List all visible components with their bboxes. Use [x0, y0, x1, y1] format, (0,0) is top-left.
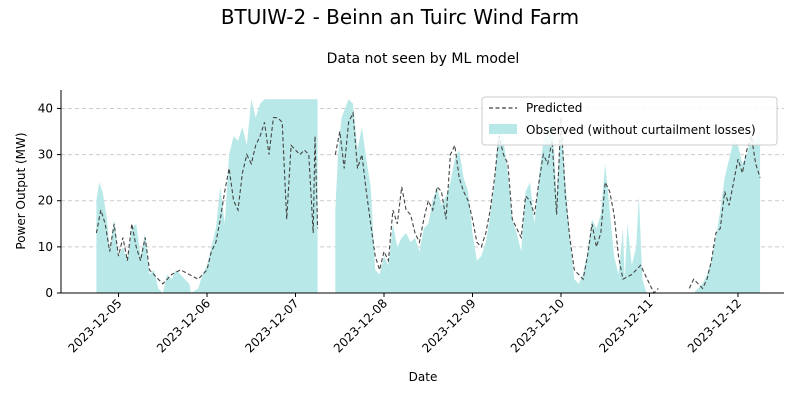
x-tick-label: 2023-12-09 — [419, 296, 478, 355]
x-tick-label: 2023-12-11 — [596, 296, 655, 355]
observed-area-layer — [96, 99, 761, 293]
x-tick-label: 2023-12-05 — [65, 296, 124, 355]
axes — [60, 90, 784, 294]
legend-box — [481, 96, 778, 146]
observed-area — [335, 99, 647, 293]
predicted-line — [95, 117, 319, 285]
legend-predicted-label: Predicted — [526, 101, 582, 115]
legend-observed-label: Observed (without curtailment losses) — [526, 123, 756, 137]
y-axis-ticks: 0 10 20 30 40 — [38, 101, 61, 300]
chart-subtitle: Data not seen by ML model — [327, 51, 520, 67]
x-tick-label: 2023-12-07 — [242, 296, 301, 355]
y-tick-label: 0 — [45, 286, 53, 300]
x-axis-ticks: 2023-12-05 2023-12-06 2023-12-07 2023-12-08… — [65, 293, 744, 355]
chart-title: BTUIW-2 - Beinn an Tuirc Wind Farm — [221, 5, 579, 29]
x-tick-label: 2023-12-12 — [685, 296, 744, 355]
x-tick-label: 2023-12-10 — [508, 296, 567, 355]
y-axis-label: Power Output (MW) — [14, 132, 28, 249]
y-tick-label: 20 — [38, 194, 53, 208]
observed-area — [693, 131, 761, 293]
y-tick-label: 10 — [38, 240, 53, 254]
y-tick-label: 40 — [38, 101, 53, 115]
observed-area — [96, 99, 318, 293]
y-tick-label: 30 — [38, 148, 53, 162]
predicted-line — [334, 111, 659, 294]
legend: Predicted Observed (without curtailment … — [481, 96, 778, 146]
x-axis-label: Date — [409, 370, 438, 384]
legend-observed-swatch — [489, 124, 517, 134]
x-tick-label: 2023-12-08 — [331, 296, 390, 355]
x-tick-label: 2023-12-06 — [154, 296, 213, 355]
